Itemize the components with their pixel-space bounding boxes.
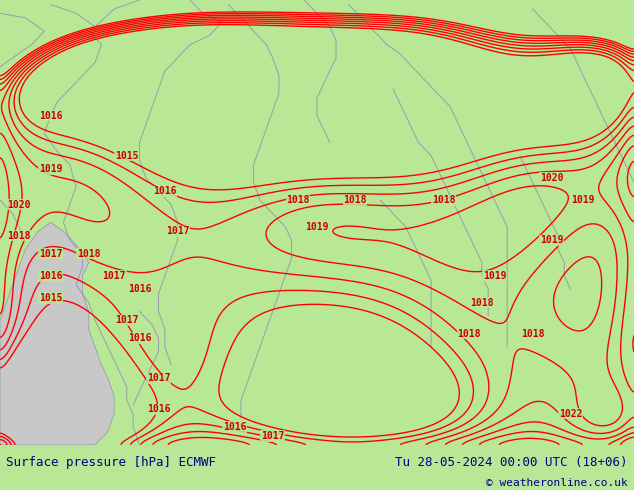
Text: 1018: 1018 <box>286 195 310 205</box>
Text: 1017: 1017 <box>165 226 190 236</box>
Text: 1018: 1018 <box>432 195 456 205</box>
Text: 1017: 1017 <box>39 248 63 259</box>
Text: 1020: 1020 <box>7 199 31 210</box>
Text: 1019: 1019 <box>571 195 595 205</box>
Text: 1018: 1018 <box>7 231 31 241</box>
Text: 1017: 1017 <box>146 373 171 383</box>
Text: 1019: 1019 <box>482 271 507 281</box>
Text: 1016: 1016 <box>223 422 247 432</box>
Text: 1017: 1017 <box>102 271 126 281</box>
Text: Tu 28-05-2024 00:00 UTC (18+06): Tu 28-05-2024 00:00 UTC (18+06) <box>395 456 628 468</box>
Text: 1018: 1018 <box>457 329 481 339</box>
Text: 1022: 1022 <box>559 409 583 419</box>
Text: 1017: 1017 <box>115 316 139 325</box>
Polygon shape <box>0 222 114 445</box>
Text: 1016: 1016 <box>127 333 152 343</box>
Text: 1018: 1018 <box>343 195 367 205</box>
Text: 1018: 1018 <box>470 297 494 308</box>
Text: 1019: 1019 <box>540 235 564 245</box>
Text: 1020: 1020 <box>540 173 564 183</box>
Text: 1016: 1016 <box>146 404 171 415</box>
Text: Surface pressure [hPa] ECMWF: Surface pressure [hPa] ECMWF <box>6 456 216 468</box>
Text: 1019: 1019 <box>305 222 329 232</box>
Text: 1016: 1016 <box>39 111 63 121</box>
Text: 1018: 1018 <box>521 329 545 339</box>
Text: 1016: 1016 <box>127 284 152 294</box>
Text: © weatheronline.co.uk: © weatheronline.co.uk <box>486 478 628 488</box>
Text: 1015: 1015 <box>115 151 139 161</box>
Text: 1019: 1019 <box>39 164 63 174</box>
Text: 1016: 1016 <box>39 271 63 281</box>
Text: 1015: 1015 <box>39 293 63 303</box>
Text: 1016: 1016 <box>153 186 177 196</box>
Text: 1017: 1017 <box>261 431 285 441</box>
Text: 1018: 1018 <box>77 248 101 259</box>
